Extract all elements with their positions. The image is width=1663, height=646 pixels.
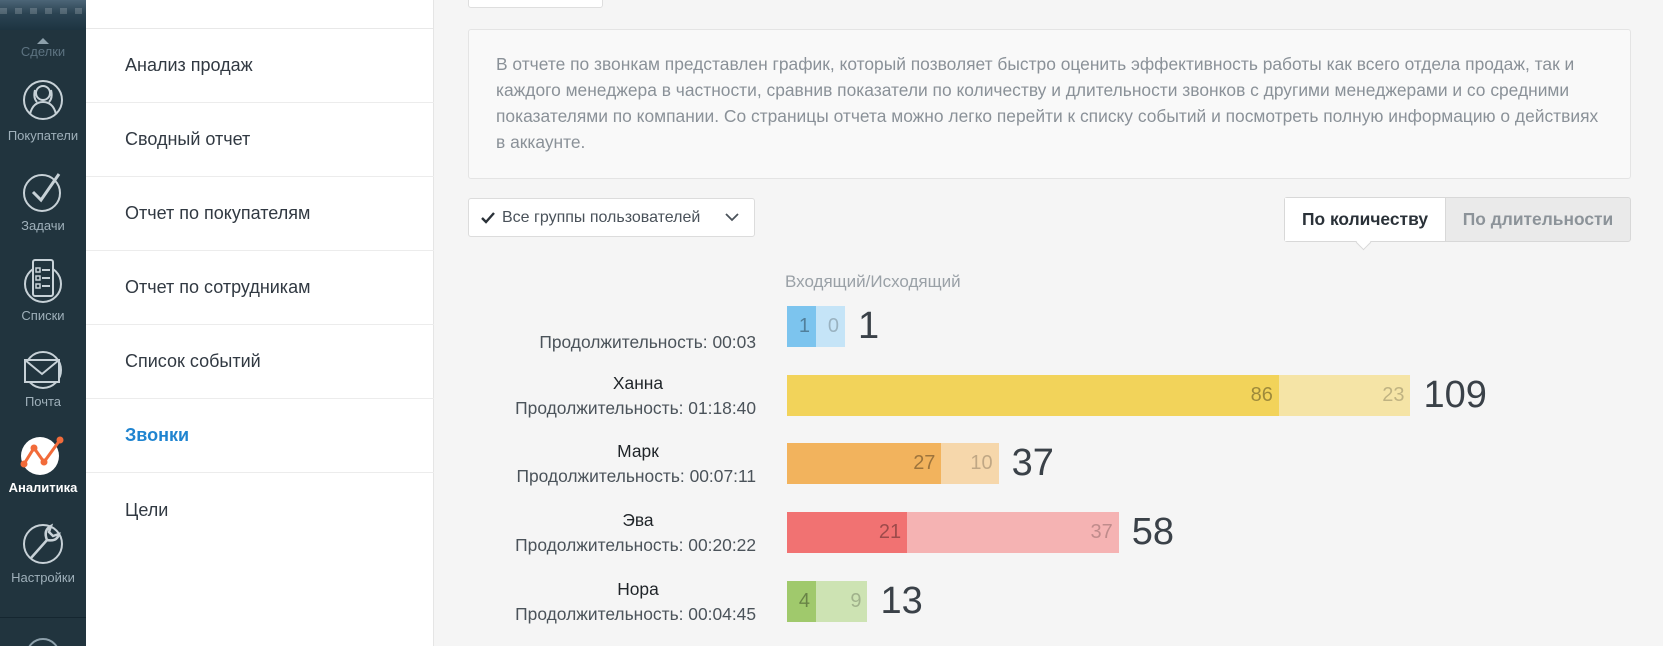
bar-outgoing[interactable] [816,306,845,347]
metric-toggle: По количеству По длительности [1284,197,1631,242]
bar-total-value: 13 [880,580,923,622]
bar-outgoing[interactable] [907,512,1119,553]
submenu-item-buyers-report[interactable]: Отчет по покупателям [86,177,434,251]
submenu-item-employees-report[interactable]: Отчет по сотрудникам [86,251,434,325]
tasks-icon [23,173,61,212]
bar-incoming[interactable] [787,375,1279,416]
nav-item-label: Задачи [21,218,65,233]
row-duration-label: Продолжительность: 00:04:45 [515,604,756,624]
chart-column-header: Входящий/Исходящий [785,272,961,291]
report-description: В отчете по звонкам представлен график, … [468,29,1631,179]
analytics-icon [20,436,64,475]
bar-outgoing-value: 23 [1382,384,1405,406]
row-duration-label: Продолжительность: 00:07:11 [516,466,756,486]
submenu-item-events-list[interactable]: Список событий [86,325,434,399]
analytics-submenu: Анализ продаж Сводный отчет Отчет по пок… [86,0,434,646]
nav-item-buyers[interactable]: Покупатели [0,78,86,143]
nav-item-analytics[interactable]: Аналитика [0,434,86,495]
nav-item-label: Настройки [11,570,75,585]
submenu-item-sales-analysis[interactable]: Анализ продаж [86,29,434,103]
nav-item-tasks[interactable]: Задачи [0,170,86,233]
bar-outgoing-value: 10 [970,452,993,474]
bar-total-value: 37 [1011,442,1054,484]
row-duration-label: Продолжительность: 00:03 [539,332,756,352]
checkmark-icon[interactable] [479,209,497,227]
submenu-item-goals[interactable]: Цели [125,499,169,520]
submenu-item-summary-report[interactable]: Сводный отчет [86,103,434,177]
bar-total-value: 109 [1423,374,1487,416]
row-duration-label: Продолжительность: 00:20:22 [515,535,756,555]
tab-by-count[interactable]: По количеству [1285,198,1446,241]
lists-icon [24,259,62,303]
bar-incoming-value: 21 [878,521,902,543]
nav-item-deals-label[interactable]: Сделки [20,44,66,59]
bar-outgoing-value: 37 [1090,521,1113,543]
submenu-divider [86,28,433,29]
profile-icon[interactable] [26,638,60,646]
row-name-label: Марк [617,441,659,461]
row-name-label: Ханна [612,373,664,393]
nav-item-label: Списки [21,308,65,323]
settings-icon [23,523,63,564]
scroll-up-icon[interactable] [37,38,49,44]
bar-incoming-value: 27 [913,452,936,474]
bar-incoming[interactable] [787,306,816,347]
mail-icon [24,351,62,389]
bar-incoming-value: 1 [798,315,810,337]
submenu-item-calls[interactable]: Звонки [86,399,434,473]
bar-incoming[interactable] [787,581,816,622]
bar-outgoing[interactable] [816,581,868,622]
row-duration-label: Продолжительность: 01:18:40 [515,398,756,418]
nav-item-lists[interactable]: Списки [0,258,86,323]
bar-incoming-value: 86 [1250,384,1273,406]
user-groups-filter[interactable]: Все группы пользователей [468,198,755,237]
bar-total-value: 58 [1131,511,1175,553]
bar-incoming-value: 4 [798,590,810,612]
nav-item-mail[interactable]: Почта [0,350,86,409]
bar-outgoing[interactable] [1278,375,1411,416]
nav-divider [0,617,86,618]
top-button[interactable] [468,0,603,8]
chevron-down-icon [725,213,739,222]
buyers-icon [23,80,63,120]
bar-total-value: 1 [858,305,880,347]
filter-label: Все группы пользователей [502,208,701,226]
bar-incoming[interactable] [787,512,908,553]
nav-item-settings[interactable]: Настройки [0,520,86,585]
bar-outgoing-value: 9 [850,590,862,612]
nav-item-label: Почта [24,394,62,409]
nav-header-image [0,0,86,30]
tab-by-duration[interactable]: По длительности [1462,209,1614,229]
row-name-label: Нора [617,579,659,599]
bar-outgoing[interactable] [941,443,999,484]
bar-incoming[interactable] [787,443,942,484]
bar-outgoing-value: 0 [827,315,839,337]
main-nav: Сделки Покупатели Задачи Списки [0,0,86,646]
row-name-label: Эва [622,510,654,530]
nav-item-label: Покупатели [7,128,79,143]
nav-item-label: Аналитика [8,480,78,495]
